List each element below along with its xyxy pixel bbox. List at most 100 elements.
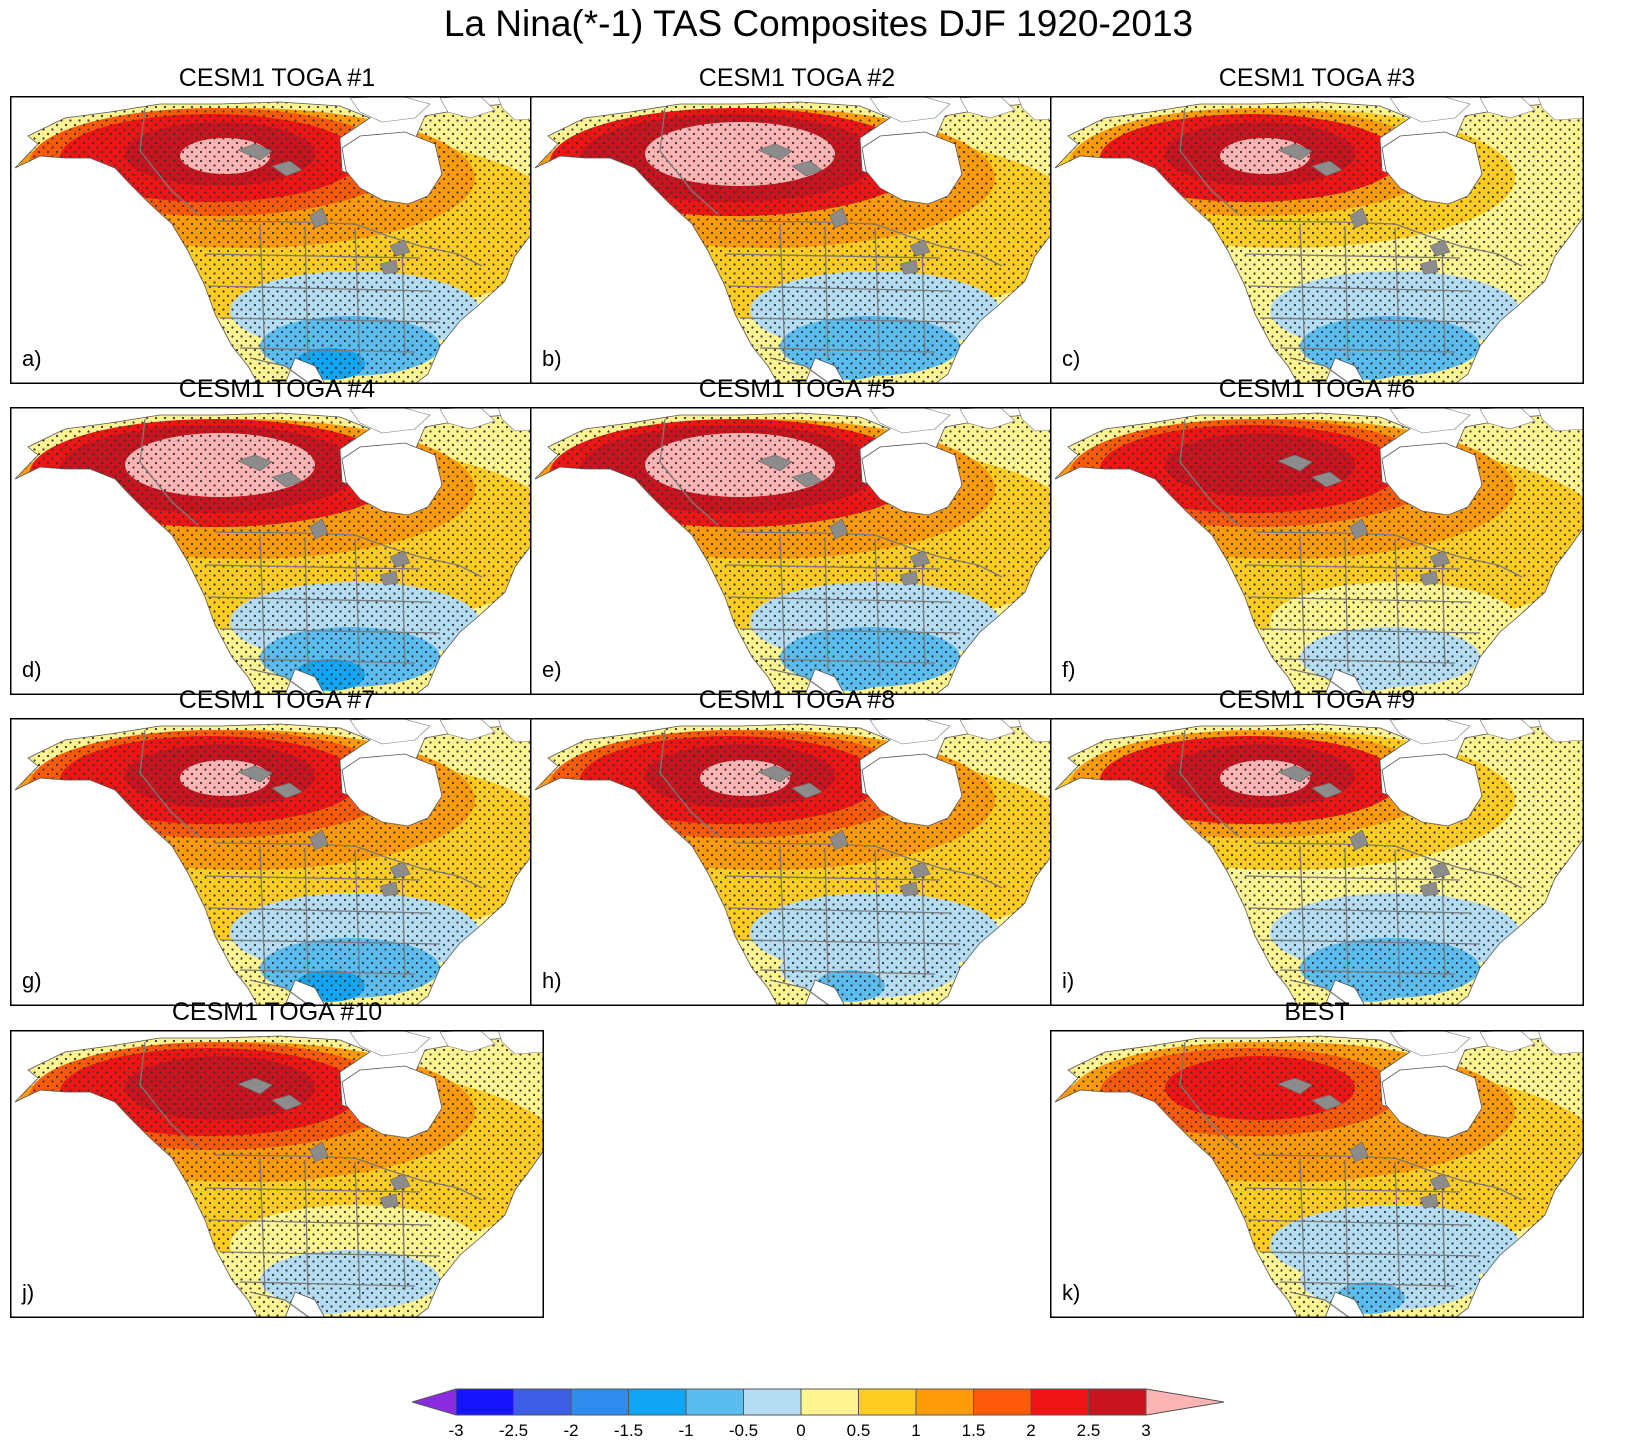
map-panel: CESM1 TOGA #4 d) [10, 375, 544, 695]
arctic-water [497, 1030, 544, 1055]
political-border [921, 867, 926, 979]
political-border [354, 1161, 361, 1301]
lake [379, 570, 399, 586]
lake [1429, 239, 1451, 257]
political-border [1394, 1161, 1401, 1301]
map [1050, 96, 1584, 384]
panel-label: a) [22, 346, 42, 371]
colorbar: -3 -2.5 -2 -1.5 -1 -0.5 0 0.5 1 1.5 2 2.5 3 [412, 1386, 1224, 1444]
political-border [1244, 875, 1461, 881]
political-border [1259, 1251, 1481, 1257]
political-border [304, 847, 309, 984]
lake [1429, 550, 1451, 568]
lake [899, 259, 919, 275]
lake [237, 765, 273, 783]
colorbar-swatch [858, 1388, 917, 1416]
map-panel: BEST k) [1050, 998, 1584, 1318]
lake [899, 570, 919, 586]
political-border [401, 1179, 406, 1291]
colorbar-swatch [743, 1388, 802, 1416]
political-border [1279, 969, 1456, 975]
coastline [1054, 101, 1584, 384]
lake [909, 550, 931, 568]
political-border [1254, 1154, 1523, 1201]
panel-title: BEST [1284, 998, 1350, 1026]
map [1050, 407, 1584, 695]
colorbar-tick-label: 0.5 [846, 1421, 871, 1440]
political-border [1247, 1219, 1471, 1226]
political-border [1179, 729, 1239, 837]
political-border [139, 418, 199, 526]
hudson-bay [1381, 131, 1483, 205]
political-border [739, 628, 961, 634]
lake [271, 160, 303, 177]
political-border [779, 534, 786, 670]
hudson-bay [341, 131, 443, 205]
lake [389, 1173, 411, 1191]
political-border [779, 845, 786, 981]
political-border [1254, 531, 1523, 578]
panel-title: CESM1 TOGA #9 [1218, 686, 1416, 714]
panel-title: CESM1 TOGA #2 [698, 64, 896, 92]
political-border [921, 245, 926, 357]
arctic-water [1537, 407, 1584, 432]
political-border [1299, 1157, 1306, 1293]
lake [1311, 782, 1343, 799]
map-panel: CESM1 TOGA #9 i) [1050, 686, 1584, 1006]
political-border [401, 556, 406, 668]
panel-label: k) [1062, 1280, 1081, 1305]
colorbar-swatch [1030, 1388, 1089, 1416]
political-border [1344, 536, 1349, 673]
political-border [1244, 564, 1461, 570]
lake [1419, 1193, 1439, 1209]
political-border [304, 225, 309, 362]
political-border [769, 668, 831, 695]
lake [379, 259, 399, 275]
political-border [239, 1281, 416, 1287]
lake [791, 782, 823, 799]
political-border [1259, 939, 1481, 945]
arctic-water [349, 407, 431, 434]
map [10, 407, 544, 695]
arctic-water [869, 96, 951, 123]
coastline [534, 723, 1064, 1006]
panel-title: CESM1 TOGA #5 [698, 375, 896, 403]
colorbar-tick-label: 2 [1026, 1421, 1036, 1440]
political-border [354, 849, 361, 989]
panel-label: c) [1062, 346, 1081, 371]
lake [1419, 570, 1439, 586]
political-border [1344, 1159, 1349, 1296]
arctic-water [1389, 718, 1471, 745]
political-border [1299, 223, 1306, 359]
political-border [1247, 907, 1471, 914]
hudson-bay [861, 131, 963, 205]
political-border [139, 107, 199, 215]
lake [1277, 765, 1313, 783]
political-border [1259, 628, 1481, 634]
lake [757, 143, 793, 161]
map-panel: CESM1 TOGA #1 a) [10, 64, 544, 384]
panel-title: CESM1 TOGA #6 [1218, 375, 1416, 403]
political-border [249, 1291, 311, 1318]
political-border [204, 564, 421, 570]
political-border [204, 253, 421, 259]
lake [1311, 160, 1343, 177]
panel-title: CESM1 TOGA #7 [178, 686, 376, 714]
political-border [874, 538, 881, 678]
political-border [824, 225, 829, 362]
colorbar-swatch [455, 1388, 514, 1416]
lake [829, 518, 849, 540]
political-border [1394, 227, 1401, 367]
political-border [1254, 220, 1523, 267]
political-border [1441, 867, 1446, 979]
lake [237, 454, 273, 472]
political-border [401, 867, 406, 979]
lake [757, 454, 793, 472]
map-panel: CESM1 TOGA #7 g) [10, 686, 544, 1006]
panel-title: CESM1 TOGA #1 [178, 64, 376, 92]
political-border [139, 729, 199, 837]
political-border [207, 1219, 431, 1226]
lake [1277, 454, 1313, 472]
lake [791, 160, 823, 177]
colorbar-tick-label: 1.5 [961, 1421, 986, 1440]
